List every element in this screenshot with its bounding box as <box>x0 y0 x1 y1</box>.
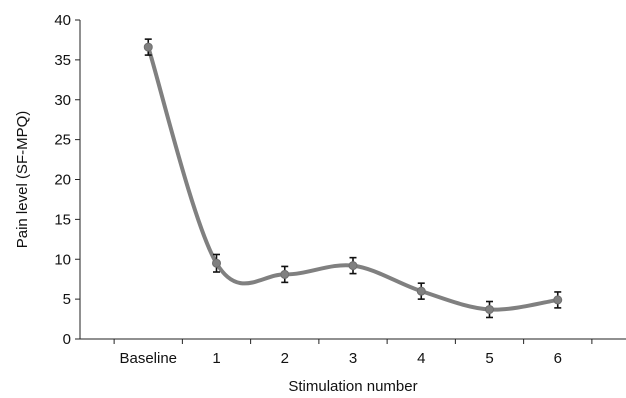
data-point <box>212 258 221 268</box>
x-axis-title: Stimulation number <box>288 378 417 395</box>
axes <box>79 20 626 340</box>
x-tick-label: 6 <box>554 350 562 367</box>
x-ticks: Baseline 1 2 3 4 5 6 <box>113 339 593 367</box>
x-tick-label: 5 <box>485 350 493 367</box>
y-tick-label: 5 <box>63 291 71 308</box>
data-point <box>485 304 494 314</box>
x-tick-label: 1 <box>212 350 220 367</box>
y-tick-label: 0 <box>63 331 71 348</box>
data-point <box>143 42 153 52</box>
x-tick-label: Baseline <box>119 350 177 367</box>
x-tick-label: 4 <box>417 350 425 367</box>
y-tick-label: 10 <box>54 251 71 268</box>
y-tick-label: 35 <box>54 52 71 69</box>
y-tick-label: 20 <box>54 172 71 189</box>
y-ticks: 0 5 10 15 20 25 30 35 40 <box>54 12 80 348</box>
y-tick-label: 40 <box>54 12 71 29</box>
data-point <box>553 295 563 305</box>
y-axis-title: Pain level (SF-MPQ) <box>14 111 31 249</box>
y-tick-label: 15 <box>54 211 71 228</box>
y-tick-label: 30 <box>54 92 71 109</box>
data-point <box>348 261 358 271</box>
x-tick-label: 2 <box>281 350 289 367</box>
plot-area <box>143 38 563 319</box>
y-tick-label: 25 <box>54 132 71 149</box>
data-point <box>280 269 290 279</box>
data-point <box>416 286 426 296</box>
x-tick-label: 3 <box>349 350 357 367</box>
